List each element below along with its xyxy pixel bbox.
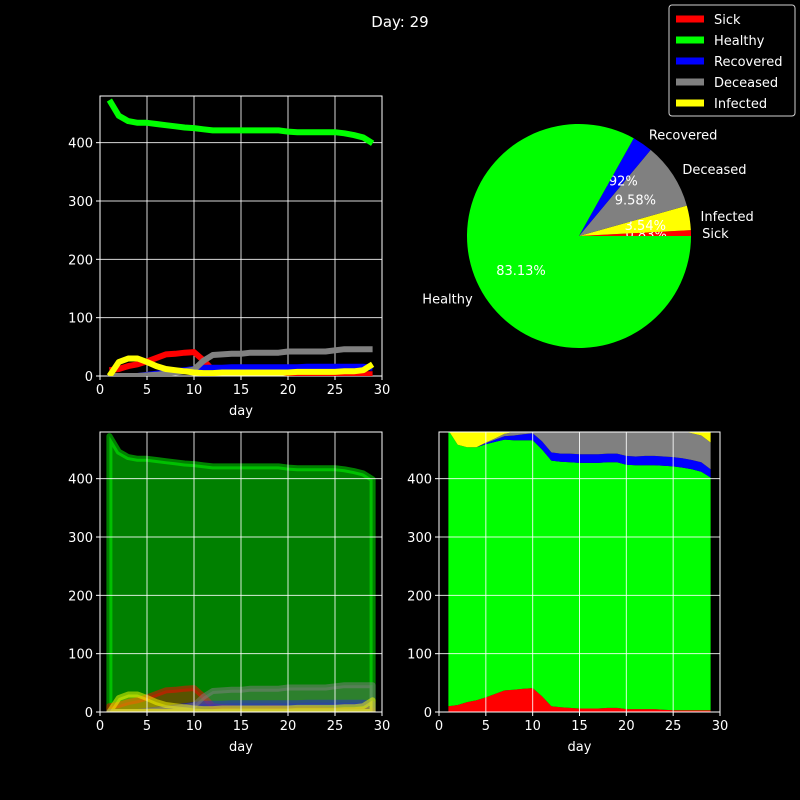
pie-slice-infected: [579, 205, 691, 236]
y-tick-label: 200: [68, 589, 93, 604]
x-axis-label: day: [229, 740, 253, 755]
y-tick-label: 0: [85, 370, 93, 385]
x-tick-label: 15: [233, 719, 250, 734]
x-tick-label: 20: [618, 719, 635, 734]
pie-name-label: Infected: [701, 210, 754, 225]
y-tick-label: 100: [407, 648, 432, 663]
x-tick-label: 10: [524, 719, 541, 734]
x-tick-label: 25: [665, 719, 682, 734]
stack-sick: [448, 688, 711, 712]
x-tick-label: 20: [280, 383, 297, 398]
pie-pct-label: 83.13%: [496, 264, 546, 279]
pie-chart: 0.83% Sick3.54%Infected9.58%Deceased2.92%…: [422, 124, 754, 349]
x-tick-label: 15: [233, 383, 250, 398]
pie-name-label: Sick: [702, 227, 729, 242]
line-infected: [106, 355, 375, 376]
y-tick-label: 200: [68, 253, 93, 268]
pie-slice-sick: [579, 230, 691, 236]
x-tick-label: 20: [280, 719, 297, 734]
x-axis-label: day: [229, 404, 253, 419]
x-tick-label: 30: [374, 383, 391, 398]
x-tick-label: 0: [96, 719, 104, 734]
legend-label-infected: Infected: [714, 97, 767, 112]
pie-slice-healthy: [467, 124, 691, 349]
pie-name-label: Recovered: [649, 128, 718, 143]
pie-name-label: Deceased: [682, 163, 746, 178]
line-series-group: [106, 98, 375, 376]
stack-infected: [449, 432, 711, 448]
y-tick-label: 400: [68, 137, 93, 152]
line-healthy: [106, 98, 375, 146]
x-tick-label: 25: [327, 719, 344, 734]
x-tick-label: 15: [571, 719, 588, 734]
x-tick-label: 0: [435, 719, 443, 734]
y-tick-label: 100: [68, 648, 93, 663]
x-tick-label: 30: [712, 719, 729, 734]
x-tick-label: 0: [96, 383, 104, 398]
y-tick-label: 300: [407, 531, 432, 546]
x-tick-label: 10: [186, 719, 203, 734]
x-axis-label: day: [568, 740, 592, 755]
legend-label-healthy: Healthy: [714, 34, 765, 49]
pie-name-label: Healthy: [422, 292, 473, 307]
y-tick-label: 0: [424, 706, 432, 721]
pie-pct-label: 9.58%: [615, 193, 656, 208]
stack-recovered: [449, 432, 711, 478]
y-tick-label: 100: [68, 312, 93, 327]
figure-title: Day: 29: [371, 13, 428, 31]
y-tick-label: 400: [68, 473, 93, 488]
x-tick-label: 5: [482, 719, 490, 734]
legend-label-deceased: Deceased: [714, 76, 778, 91]
x-tick-label: 30: [374, 719, 391, 734]
legend-label-sick: Sick: [714, 13, 741, 28]
area-infected: [106, 691, 376, 712]
line-deceased: [109, 346, 373, 376]
y-tick-label: 0: [85, 706, 93, 721]
pie-pct-label: 3.54%: [625, 219, 666, 234]
x-tick-label: 10: [186, 383, 203, 398]
x-tick-label: 25: [327, 383, 344, 398]
x-tick-label: 5: [143, 383, 151, 398]
y-tick-label: 400: [407, 473, 432, 488]
legend-label-recovered: Recovered: [714, 55, 783, 70]
pie-slice-recovered: [579, 138, 651, 236]
y-tick-label: 300: [68, 195, 93, 210]
legend-box: [668, 4, 796, 117]
y-tick-label: 200: [407, 589, 432, 604]
pie-slice-deceased: [579, 149, 687, 236]
y-tick-label: 300: [68, 531, 93, 546]
x-tick-label: 5: [143, 719, 151, 734]
legend: Sick Healthy Recovered Deceased Infected: [668, 4, 796, 117]
stack-deceased: [449, 432, 711, 470]
